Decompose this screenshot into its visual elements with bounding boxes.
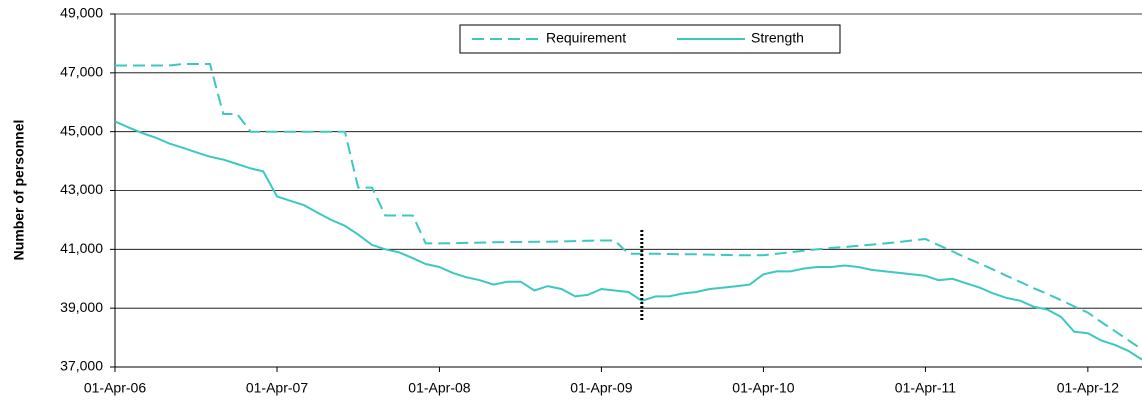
legend-label: Strength — [751, 30, 804, 46]
y-tick-label: 37,000 — [60, 358, 103, 374]
y-tick-label: 49,000 — [60, 5, 103, 21]
x-tick-label: 01-Apr-09 — [570, 380, 632, 396]
x-tick-label: 01-Apr-11 — [895, 380, 956, 396]
y-axis-label: Number of personnel — [11, 120, 27, 261]
y-tick-label: 41,000 — [60, 240, 103, 256]
y-tick-label: 43,000 — [60, 181, 103, 197]
y-tick-label: 47,000 — [60, 64, 103, 80]
y-tick-label: 39,000 — [60, 299, 103, 315]
x-tick-label: 01-Apr-08 — [408, 380, 470, 396]
legend-label: Requirement — [546, 30, 626, 46]
x-tick-label: 01-Apr-06 — [84, 380, 146, 396]
x-tick-label: 01-Apr-12 — [1057, 380, 1119, 396]
legend-box — [459, 24, 841, 54]
series-line — [114, 120, 1142, 361]
series-line — [115, 63, 1142, 351]
x-tick-label: 01-Apr-07 — [246, 380, 308, 396]
y-tick-label: 45,000 — [60, 122, 103, 138]
x-tick-label: 01-Apr-10 — [732, 380, 794, 396]
